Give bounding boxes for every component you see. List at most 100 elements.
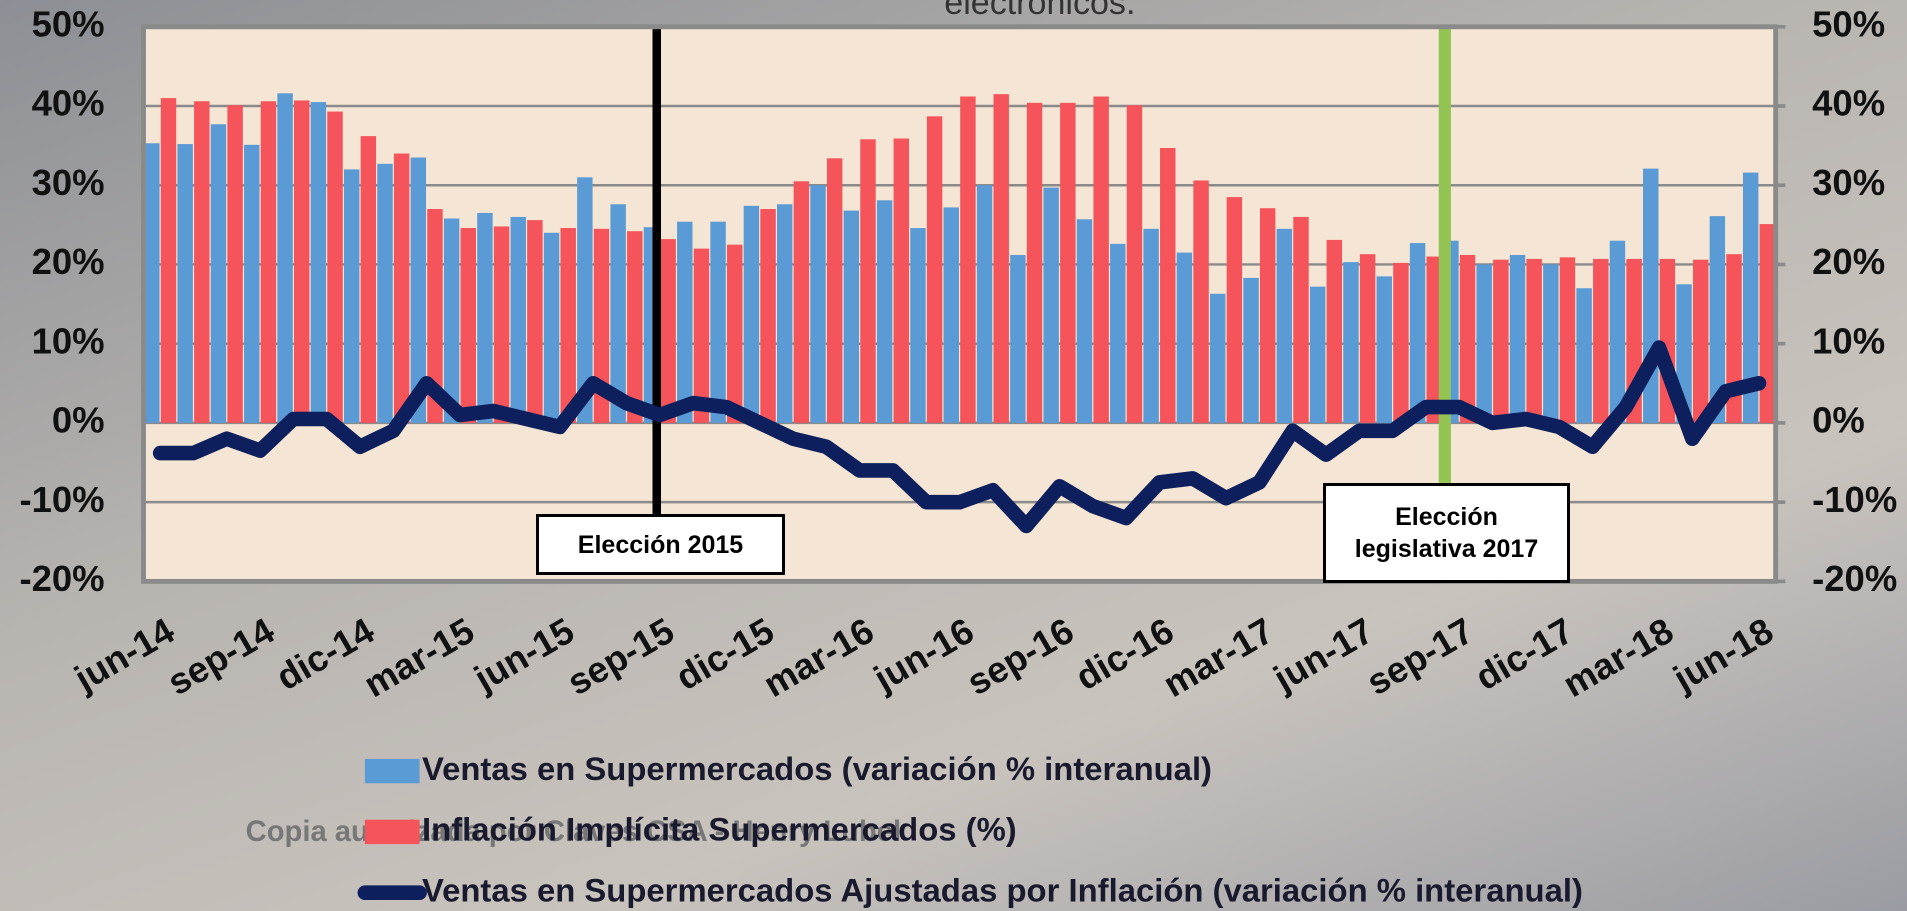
chart-title: electrónicos. [944, 0, 1135, 22]
y-tick-label: 0% [52, 400, 105, 441]
bar [277, 93, 292, 423]
bar [827, 158, 842, 423]
bar [960, 97, 975, 423]
bar [560, 228, 575, 423]
bar [627, 231, 642, 423]
bar [794, 181, 809, 423]
bar [1693, 260, 1708, 423]
bar [1043, 188, 1058, 423]
y-tick-label: -10% [19, 479, 104, 520]
bar [1377, 276, 1392, 423]
bar [377, 164, 392, 423]
legend-label: Ventas en Supermercados (variación % int… [422, 750, 1212, 787]
bar [1526, 259, 1541, 423]
bar [494, 226, 509, 422]
bar [394, 154, 409, 423]
legend-label: Ventas en Supermercados Ajustadas por In… [422, 871, 1583, 908]
bar [1227, 197, 1242, 423]
bar [1593, 259, 1608, 423]
bar [261, 101, 276, 423]
y-tick-label: 50% [32, 3, 105, 44]
bar [1260, 208, 1275, 423]
bar [894, 138, 909, 422]
y2-tick-label: -20% [1812, 558, 1897, 599]
x-tick-label: jun-16 [866, 610, 980, 700]
bar [944, 207, 959, 422]
x-tick-label: sep-16 [960, 610, 1081, 703]
bar [361, 136, 376, 423]
bar [1077, 219, 1092, 423]
bar [760, 209, 775, 423]
bar [211, 124, 226, 423]
bar [1127, 105, 1142, 423]
bar [1760, 224, 1775, 423]
bar [910, 228, 925, 423]
bar [677, 222, 692, 423]
bar [544, 233, 559, 423]
bar [1277, 229, 1292, 423]
y2-tick-label: -10% [1812, 479, 1897, 520]
bar [1027, 103, 1042, 423]
bar [1460, 255, 1475, 423]
y-tick-label: 30% [32, 162, 105, 203]
bar [1010, 255, 1025, 423]
bar [1293, 217, 1308, 423]
bar [144, 143, 159, 423]
bar [993, 94, 1008, 423]
legend-label: Inflación Implícita Supermercados (%) [422, 811, 1017, 848]
y2-tick-label: 50% [1812, 3, 1885, 44]
bar [294, 100, 309, 422]
x-tick-label: jun-17 [1266, 610, 1380, 700]
bar [1110, 244, 1125, 423]
bar [1393, 263, 1408, 423]
bar [810, 185, 825, 423]
bar [477, 213, 492, 423]
bar [1493, 260, 1508, 423]
bar [344, 169, 359, 423]
x-tick-label: jun-14 [67, 609, 182, 699]
bar [877, 200, 892, 423]
bar [161, 98, 176, 423]
x-tick-label: jun-15 [466, 610, 580, 700]
bar [244, 145, 259, 423]
bar [227, 105, 242, 423]
bar [511, 217, 526, 423]
y-tick-label: 40% [32, 83, 105, 124]
y2-tick-label: 30% [1812, 162, 1885, 203]
y-tick-label: 20% [32, 241, 105, 282]
bar [1210, 294, 1225, 423]
x-tick-label: mar-18 [1556, 610, 1680, 705]
bar [1610, 241, 1625, 423]
bar [710, 222, 725, 423]
bar [744, 206, 759, 423]
bar [727, 245, 742, 423]
x-tick-label: sep-17 [1360, 610, 1481, 703]
legend-swatch [365, 820, 420, 844]
bar [1193, 180, 1208, 422]
y-tick-label: 10% [32, 320, 105, 361]
y2-tick-label: 40% [1812, 83, 1885, 124]
bar [177, 144, 192, 423]
bar [1476, 264, 1491, 422]
bar [860, 139, 875, 423]
y2-tick-label: 0% [1812, 400, 1865, 441]
y2-tick-label: 10% [1812, 320, 1885, 361]
bar [1327, 240, 1342, 423]
bar [1576, 288, 1591, 423]
x-tick-label: mar-15 [357, 610, 481, 705]
bar [194, 101, 209, 423]
bar [927, 116, 942, 423]
bar [1143, 229, 1158, 423]
x-tick-label: jun-18 [1666, 610, 1780, 700]
x-tick-label: sep-14 [160, 609, 281, 703]
bar [311, 102, 326, 423]
y-tick-label: -20% [19, 558, 104, 599]
chart: electrónicos. -20% -10% 0% 10% 20% 30% 40% 50% -… [0, 0, 1907, 911]
x-tick-label: mar-16 [757, 610, 881, 705]
annotation: Elección legislativa 2017 [1323, 483, 1570, 583]
bar [1560, 257, 1575, 423]
page: electrónicos. -20% -10% 0% 10% 20% 30% 40% 50% -… [0, 0, 1907, 911]
x-tick-label: sep-15 [560, 610, 681, 703]
bar [1243, 278, 1258, 423]
y2-tick-label: 20% [1812, 241, 1885, 282]
